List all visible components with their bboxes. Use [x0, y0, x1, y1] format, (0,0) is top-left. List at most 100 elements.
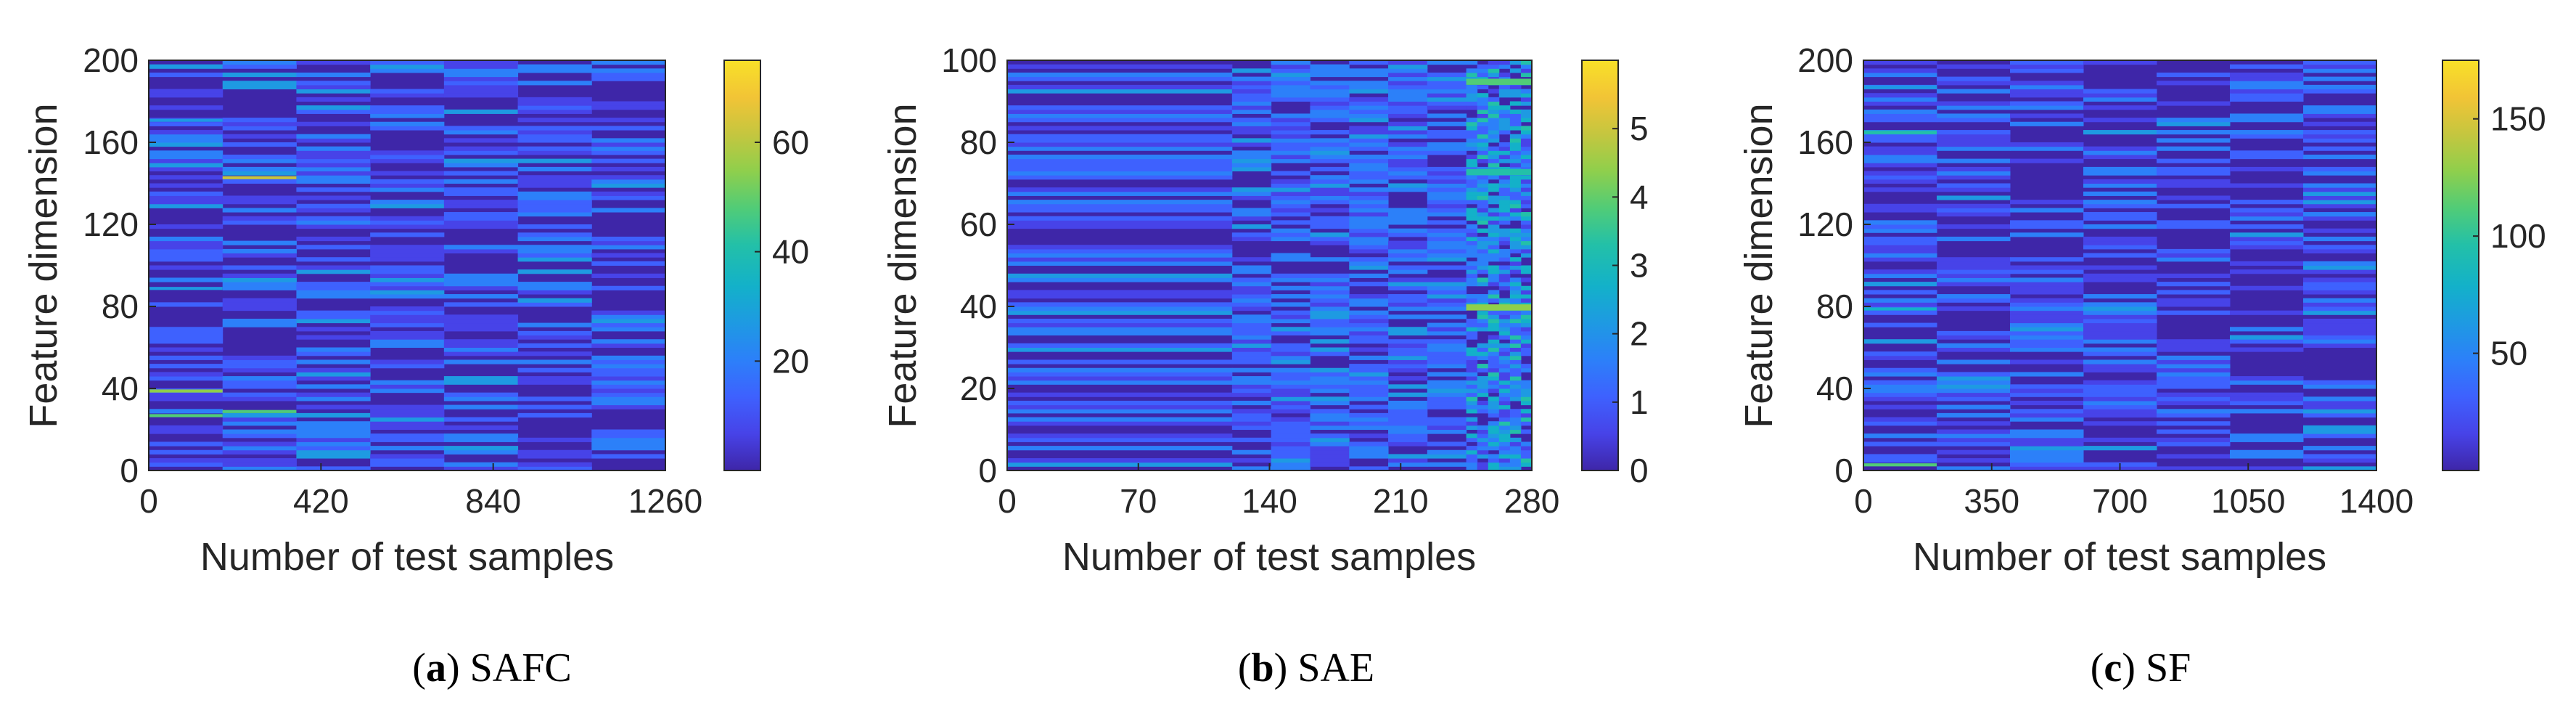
heatmap-cell	[1863, 101, 1937, 106]
heatmap-cell	[1520, 330, 1533, 336]
heatmap-cell	[1349, 441, 1389, 447]
x-ticks-a: 0 420 840 1260	[139, 463, 702, 520]
heatmap-cell	[1498, 240, 1511, 245]
heatmap-cell	[296, 449, 371, 455]
heatmap-cell	[1488, 195, 1500, 200]
heatmap-cell	[1310, 105, 1350, 110]
x-tick-label: 280	[1504, 482, 1560, 520]
heatmap-cell	[1271, 171, 1310, 176]
heatmap-cell	[1388, 183, 1428, 188]
heatmap-cell	[591, 150, 666, 155]
heatmap-cell	[1271, 200, 1310, 205]
heatmap-cell	[1231, 302, 1272, 307]
heatmap-cell	[443, 351, 519, 356]
heatmap-cell	[1488, 384, 1500, 389]
heatmap-cell	[1427, 142, 1467, 147]
heatmap-cell	[1520, 322, 1533, 327]
heatmap-cell	[1388, 462, 1428, 467]
heatmap-cell	[1388, 384, 1428, 389]
heatmap-cell	[296, 446, 371, 451]
heatmap-cell	[222, 220, 297, 225]
heatmap-cell	[517, 191, 592, 196]
heatmap-b	[1007, 60, 1533, 471]
heatmap-cell	[1271, 437, 1310, 442]
heatmap-cell	[1509, 109, 1522, 114]
heatmap-cell	[1466, 462, 1478, 467]
heatmap-cell	[1488, 253, 1500, 258]
heatmap-cell	[296, 454, 371, 459]
heatmap-cell	[1349, 105, 1389, 110]
heatmap-cell	[1520, 388, 1533, 394]
heatmap-cell	[2303, 285, 2377, 290]
heatmap-cell	[1509, 163, 1522, 168]
heatmap-cell	[1310, 195, 1350, 200]
heatmap-cell	[2157, 396, 2231, 402]
x-tick-label: 1260	[628, 482, 702, 520]
heatmap-cell	[1477, 236, 1489, 242]
heatmap-cell	[1498, 216, 1511, 221]
heatmap-cell	[1007, 245, 1233, 250]
heatmap-cell	[1007, 409, 1233, 414]
heatmap-cell	[1466, 142, 1478, 147]
heatmap-cell	[1231, 458, 1272, 463]
heatmap-highlight	[222, 410, 297, 413]
heatmap-cell	[1466, 253, 1478, 258]
heatmap-cell	[443, 466, 519, 471]
heatmap-cell	[1231, 409, 1272, 414]
heatmap-cell	[1271, 404, 1310, 410]
heatmap-cell	[1388, 306, 1428, 311]
heatmap-cell	[1937, 449, 2011, 455]
heatmap-cell	[1863, 273, 1937, 278]
heatmap-cell	[1520, 298, 1533, 303]
heatmap-cell	[517, 343, 592, 348]
heatmap-cell	[1498, 200, 1511, 205]
heatmap-cell	[296, 404, 371, 410]
heatmap-cell	[296, 384, 371, 389]
heatmap-cell	[1007, 376, 1233, 381]
heatmap-cell	[1271, 458, 1310, 463]
heatmap-cell	[222, 240, 297, 245]
heatmap-cell	[1271, 130, 1310, 135]
heatmap-cell	[591, 327, 666, 332]
heatmap-cell	[1388, 314, 1428, 319]
heatmap-cell	[1520, 458, 1533, 463]
heatmap-cell	[1388, 339, 1428, 344]
heatmap-cell	[149, 138, 223, 143]
heatmap-cell	[149, 203, 223, 208]
heatmap-cell	[2083, 318, 2157, 324]
heatmap-cell	[591, 105, 666, 110]
heatmap-cell	[370, 421, 445, 426]
heatmap-cell	[1231, 380, 1272, 385]
heatmap-cell	[149, 175, 223, 180]
heatmap-cell	[1231, 232, 1272, 237]
heatmap-cell	[1520, 232, 1533, 237]
heatmap-cell	[1310, 376, 1350, 381]
heatmap-cell	[2083, 60, 2157, 65]
heatmap-cell	[2083, 203, 2157, 208]
heatmap-cell	[1520, 392, 1533, 397]
heatmap-cell	[1937, 257, 2011, 262]
heatmap-cell	[1488, 412, 1500, 418]
heatmap-cell	[149, 200, 223, 205]
heatmap-cell	[1466, 261, 1478, 266]
heatmap-cell	[1863, 322, 1937, 327]
heatmap-cell	[443, 314, 519, 319]
heatmap-a	[149, 60, 666, 471]
heatmap-cell	[1477, 134, 1489, 139]
heatmap-cell	[1466, 318, 1478, 324]
heatmap-cell	[370, 179, 445, 184]
heatmap-cell	[1937, 261, 2011, 266]
heatmap-cell	[2010, 384, 2084, 389]
heatmap-cell	[2303, 68, 2377, 73]
heatmap-cell	[1498, 351, 1511, 356]
heatmap-cell	[1271, 203, 1310, 208]
heatmap-cell	[1349, 154, 1389, 160]
heatmap-cell	[1310, 150, 1350, 155]
heatmap-cell	[296, 154, 371, 160]
heatmap-cell	[2157, 367, 2231, 372]
heatmap-cell	[1427, 322, 1467, 327]
heatmap-cell	[517, 232, 592, 237]
heatmap-cell	[1349, 294, 1389, 299]
